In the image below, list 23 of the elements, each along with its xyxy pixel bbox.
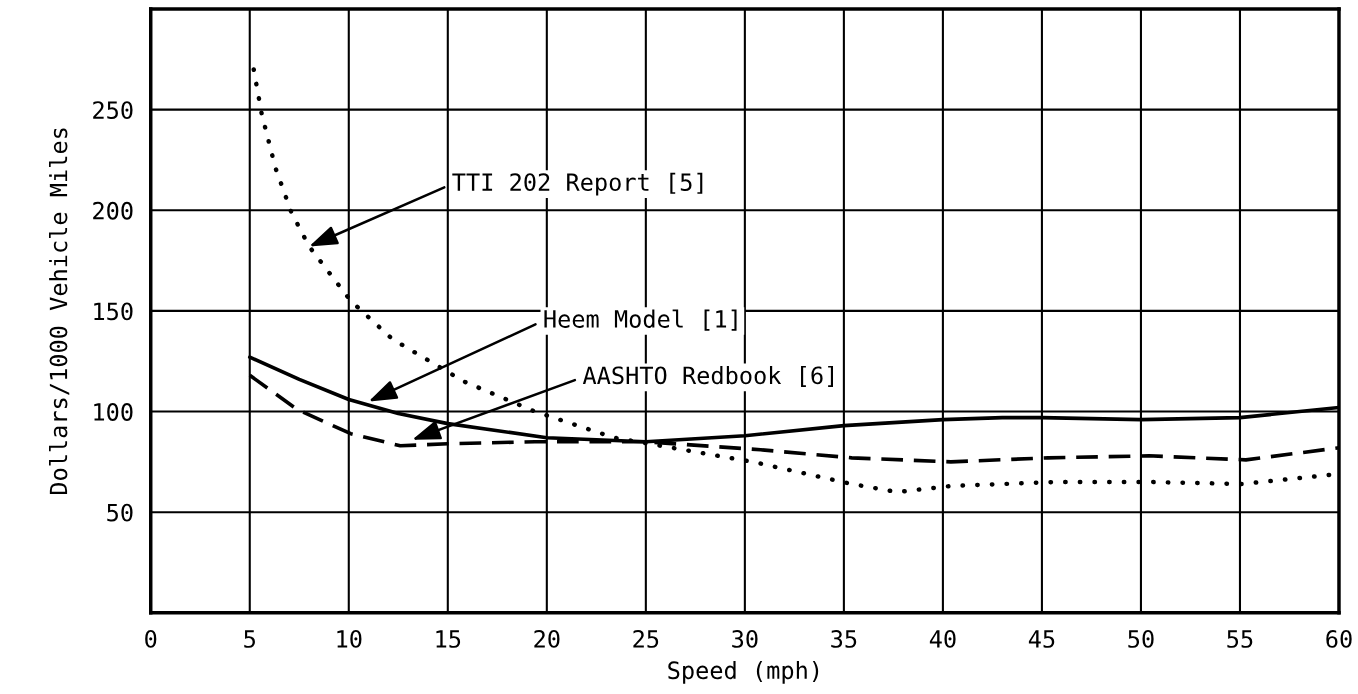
x-tick-label: 60: [1326, 630, 1352, 648]
annotation: Heem Model [1]: [544, 309, 737, 331]
x-tick-label: 55: [1227, 630, 1253, 648]
x-tick-label: 50: [1128, 630, 1154, 648]
y-tick-label: 250: [93, 101, 133, 120]
y-tick-label: 150: [94, 302, 133, 321]
x-tick-label: 30: [732, 630, 758, 648]
x-tick-label: 5: [244, 630, 255, 648]
x-tick-label: 40: [929, 630, 956, 648]
x-tick-label: 35: [831, 630, 857, 648]
x-tick-label: 0: [145, 630, 157, 648]
x-axis-title: Speed (mph): [668, 660, 819, 684]
y-tick-label: 200: [93, 201, 133, 220]
annotation: AASHTO Redbook [6]: [582, 365, 833, 388]
y-tick-label: 100: [94, 403, 133, 421]
y-axis-title: Dollars/1000 Vehicle Miles: [49, 128, 70, 495]
y-tick-label: 50: [107, 503, 133, 522]
x-tick-label: 25: [633, 630, 659, 648]
x-tick-label: 15: [436, 630, 461, 648]
x-tick-label: 10: [337, 630, 362, 648]
annotation: TTI 202 Report [5]: [452, 172, 703, 196]
x-tick-label: 45: [1028, 630, 1055, 648]
x-tick-label: 20: [534, 630, 560, 648]
